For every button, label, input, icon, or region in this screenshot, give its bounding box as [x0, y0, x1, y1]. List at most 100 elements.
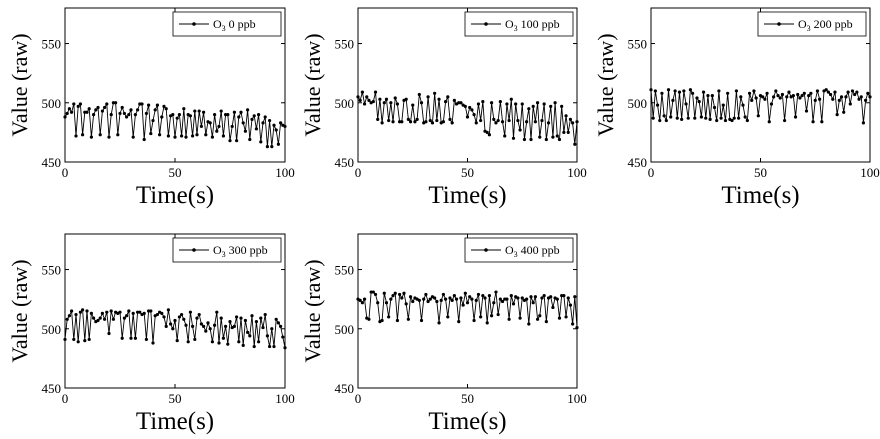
data-point: [544, 137, 548, 142]
data-point: [402, 291, 406, 295]
data-point: [283, 346, 287, 350]
data-point: [114, 101, 118, 105]
data-point: [568, 117, 573, 121]
data-point: [660, 91, 664, 95]
data-point: [813, 98, 817, 102]
data-point: [127, 309, 131, 313]
data-point: [74, 134, 78, 138]
data-point: [248, 334, 252, 338]
data-point: [204, 133, 208, 137]
data-point: [868, 95, 872, 99]
data-point: [824, 88, 828, 92]
data-point: [276, 321, 280, 325]
data-point: [109, 113, 113, 117]
data-point: [197, 312, 201, 317]
data-point: [131, 135, 135, 139]
data-point: [811, 120, 815, 124]
data-point: [747, 91, 752, 95]
data-point: [65, 317, 69, 321]
data-point: [98, 133, 102, 137]
data-point: [389, 297, 393, 301]
data-point: [549, 104, 553, 108]
data-point: [272, 123, 276, 127]
data-point: [391, 120, 395, 124]
data-point: [224, 113, 228, 117]
legend-label-suffix: 200 ppb: [811, 17, 853, 31]
x-axis-label: Time(s): [428, 408, 506, 435]
data-point: [476, 102, 481, 106]
data-point: [210, 340, 214, 344]
chart-panel-1: 0 50 100 450 500 550 Time(s) Value (raw) O3 0 pp…: [7, 7, 295, 209]
data-point: [281, 335, 285, 339]
data-point: [393, 96, 397, 100]
data-point: [265, 334, 269, 338]
data-point: [828, 92, 833, 97]
data-point: [208, 121, 212, 125]
data-point: [793, 115, 798, 119]
data-point: [380, 318, 384, 323]
data-point: [533, 295, 537, 299]
data-point: [274, 128, 278, 132]
data-point: [149, 309, 153, 313]
data-point: [514, 102, 518, 106]
data-point: [268, 344, 272, 349]
data-point: [125, 115, 129, 119]
data-point: [391, 294, 395, 298]
y-tick-label: 550: [42, 263, 62, 278]
data-point: [400, 296, 404, 300]
data-point: [136, 310, 140, 314]
data-point: [191, 134, 195, 138]
data-point: [268, 118, 272, 123]
y-tick-label: 550: [628, 37, 648, 52]
data-point: [730, 118, 734, 123]
legend-marker: [192, 22, 196, 26]
data-point: [413, 120, 417, 124]
data-point: [765, 91, 769, 95]
y-tick-label: 550: [42, 37, 62, 52]
data-point: [369, 290, 373, 294]
data-point: [518, 128, 522, 132]
chart-panel-5: 0 50 100 450 500 550 Time(s) Value (raw) O3 400 …: [300, 233, 587, 435]
y-tick-label: 500: [335, 322, 355, 337]
data-point: [459, 296, 463, 300]
data-point: [419, 101, 424, 105]
data-point: [387, 315, 391, 319]
legend: O3 200 ppb: [757, 11, 867, 37]
data-point: [387, 118, 391, 123]
data-point: [197, 109, 201, 113]
data-point: [382, 291, 386, 295]
data-point: [701, 90, 706, 94]
data-point: [177, 315, 181, 319]
data-point: [411, 103, 415, 107]
data-point: [470, 297, 474, 301]
data-point: [384, 97, 389, 101]
data-point: [743, 115, 747, 119]
data-point: [270, 145, 274, 149]
data-point: [235, 315, 239, 319]
data-point: [485, 130, 489, 134]
x-axis-label: Time(s): [136, 182, 214, 209]
data-point: [745, 118, 749, 123]
data-point: [140, 102, 144, 106]
data-point: [160, 311, 164, 315]
data-point: [542, 294, 546, 298]
data-point: [254, 320, 258, 324]
data-point: [162, 315, 166, 319]
data-point: [855, 90, 859, 94]
data-point: [531, 301, 535, 305]
data-point: [419, 318, 424, 323]
data-point: [721, 103, 725, 107]
data-point: [544, 320, 548, 324]
data-point: [826, 90, 830, 94]
legend-label-subscript: 3: [222, 24, 226, 33]
data-point: [857, 97, 861, 101]
data-point: [649, 88, 653, 92]
data-point: [693, 116, 697, 120]
data-point: [224, 324, 228, 328]
data-point: [562, 294, 566, 298]
legend: O3 0 ppb: [172, 11, 282, 37]
data-point: [252, 114, 256, 118]
x-tick-label: 100: [567, 165, 587, 180]
data-point: [433, 296, 437, 300]
data-point: [441, 292, 446, 297]
